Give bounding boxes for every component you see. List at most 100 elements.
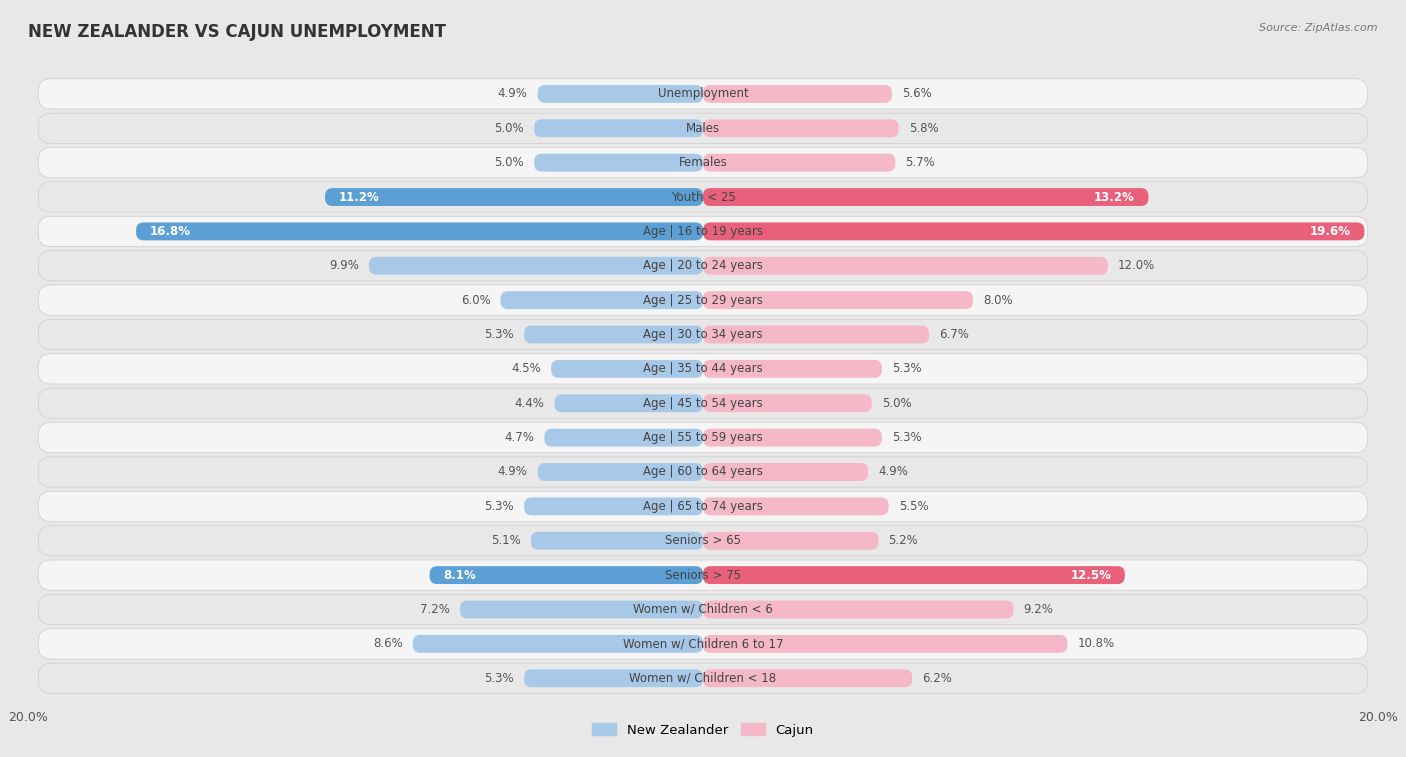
FancyBboxPatch shape — [703, 188, 1149, 206]
FancyBboxPatch shape — [703, 497, 889, 516]
Text: 8.0%: 8.0% — [983, 294, 1012, 307]
Text: 5.3%: 5.3% — [485, 328, 515, 341]
Text: NEW ZEALANDER VS CAJUN UNEMPLOYMENT: NEW ZEALANDER VS CAJUN UNEMPLOYMENT — [28, 23, 446, 41]
Text: Youth < 25: Youth < 25 — [671, 191, 735, 204]
FancyBboxPatch shape — [537, 85, 703, 103]
Text: 5.3%: 5.3% — [485, 500, 515, 513]
Text: 5.7%: 5.7% — [905, 156, 935, 169]
FancyBboxPatch shape — [703, 360, 882, 378]
FancyBboxPatch shape — [38, 285, 1368, 315]
Text: 11.2%: 11.2% — [339, 191, 380, 204]
Text: Unemployment: Unemployment — [658, 87, 748, 101]
Text: 4.9%: 4.9% — [879, 466, 908, 478]
FancyBboxPatch shape — [38, 319, 1368, 350]
FancyBboxPatch shape — [544, 428, 703, 447]
FancyBboxPatch shape — [534, 154, 703, 172]
Text: Age | 16 to 19 years: Age | 16 to 19 years — [643, 225, 763, 238]
Text: 5.2%: 5.2% — [889, 534, 918, 547]
Text: Source: ZipAtlas.com: Source: ZipAtlas.com — [1260, 23, 1378, 33]
Text: 7.2%: 7.2% — [420, 603, 450, 616]
Text: 6.2%: 6.2% — [922, 671, 952, 685]
FancyBboxPatch shape — [38, 354, 1368, 384]
FancyBboxPatch shape — [38, 182, 1368, 212]
FancyBboxPatch shape — [368, 257, 703, 275]
Text: 9.2%: 9.2% — [1024, 603, 1053, 616]
Text: 4.9%: 4.9% — [498, 87, 527, 101]
Text: Age | 55 to 59 years: Age | 55 to 59 years — [643, 431, 763, 444]
Text: Age | 60 to 64 years: Age | 60 to 64 years — [643, 466, 763, 478]
Text: 5.3%: 5.3% — [485, 671, 515, 685]
FancyBboxPatch shape — [524, 326, 703, 344]
FancyBboxPatch shape — [703, 326, 929, 344]
FancyBboxPatch shape — [551, 360, 703, 378]
Text: 6.7%: 6.7% — [939, 328, 969, 341]
Legend: New Zealander, Cajun: New Zealander, Cajun — [588, 718, 818, 742]
Text: 8.1%: 8.1% — [443, 569, 475, 581]
Text: 5.6%: 5.6% — [903, 87, 932, 101]
FancyBboxPatch shape — [531, 532, 703, 550]
FancyBboxPatch shape — [703, 257, 1108, 275]
Text: 12.0%: 12.0% — [1118, 259, 1156, 273]
Text: 4.5%: 4.5% — [512, 363, 541, 375]
FancyBboxPatch shape — [703, 291, 973, 309]
FancyBboxPatch shape — [524, 497, 703, 516]
FancyBboxPatch shape — [524, 669, 703, 687]
Text: Seniors > 75: Seniors > 75 — [665, 569, 741, 581]
Text: 5.0%: 5.0% — [495, 156, 524, 169]
FancyBboxPatch shape — [703, 120, 898, 137]
FancyBboxPatch shape — [38, 422, 1368, 453]
Text: Women w/ Children 6 to 17: Women w/ Children 6 to 17 — [623, 637, 783, 650]
FancyBboxPatch shape — [38, 251, 1368, 281]
FancyBboxPatch shape — [703, 600, 1014, 618]
Text: Males: Males — [686, 122, 720, 135]
FancyBboxPatch shape — [38, 629, 1368, 659]
FancyBboxPatch shape — [38, 594, 1368, 625]
Text: Age | 45 to 54 years: Age | 45 to 54 years — [643, 397, 763, 410]
Text: Females: Females — [679, 156, 727, 169]
FancyBboxPatch shape — [537, 463, 703, 481]
FancyBboxPatch shape — [703, 635, 1067, 653]
FancyBboxPatch shape — [501, 291, 703, 309]
FancyBboxPatch shape — [38, 148, 1368, 178]
FancyBboxPatch shape — [703, 463, 869, 481]
Text: 5.8%: 5.8% — [908, 122, 938, 135]
Text: Age | 25 to 29 years: Age | 25 to 29 years — [643, 294, 763, 307]
Text: 4.4%: 4.4% — [515, 397, 544, 410]
Text: Age | 30 to 34 years: Age | 30 to 34 years — [643, 328, 763, 341]
FancyBboxPatch shape — [703, 154, 896, 172]
FancyBboxPatch shape — [703, 85, 891, 103]
Text: 6.0%: 6.0% — [461, 294, 491, 307]
Text: Age | 20 to 24 years: Age | 20 to 24 years — [643, 259, 763, 273]
FancyBboxPatch shape — [325, 188, 703, 206]
FancyBboxPatch shape — [703, 394, 872, 413]
Text: 19.6%: 19.6% — [1310, 225, 1351, 238]
FancyBboxPatch shape — [703, 566, 1125, 584]
FancyBboxPatch shape — [534, 120, 703, 137]
FancyBboxPatch shape — [460, 600, 703, 618]
Text: 10.8%: 10.8% — [1077, 637, 1115, 650]
FancyBboxPatch shape — [430, 566, 703, 584]
Text: 9.9%: 9.9% — [329, 259, 359, 273]
Text: 16.8%: 16.8% — [149, 225, 191, 238]
FancyBboxPatch shape — [703, 223, 1364, 240]
FancyBboxPatch shape — [38, 79, 1368, 109]
FancyBboxPatch shape — [136, 223, 703, 240]
Text: 13.2%: 13.2% — [1094, 191, 1135, 204]
FancyBboxPatch shape — [38, 113, 1368, 143]
Text: 5.3%: 5.3% — [891, 363, 921, 375]
FancyBboxPatch shape — [38, 388, 1368, 419]
Text: 5.0%: 5.0% — [495, 122, 524, 135]
Text: Age | 65 to 74 years: Age | 65 to 74 years — [643, 500, 763, 513]
Text: Age | 35 to 44 years: Age | 35 to 44 years — [643, 363, 763, 375]
FancyBboxPatch shape — [703, 428, 882, 447]
FancyBboxPatch shape — [554, 394, 703, 413]
Text: 5.0%: 5.0% — [882, 397, 911, 410]
FancyBboxPatch shape — [38, 491, 1368, 522]
Text: 5.1%: 5.1% — [491, 534, 520, 547]
Text: 8.6%: 8.6% — [373, 637, 402, 650]
Text: Women w/ Children < 6: Women w/ Children < 6 — [633, 603, 773, 616]
FancyBboxPatch shape — [703, 669, 912, 687]
Text: 5.3%: 5.3% — [891, 431, 921, 444]
Text: 12.5%: 12.5% — [1070, 569, 1111, 581]
FancyBboxPatch shape — [38, 457, 1368, 487]
